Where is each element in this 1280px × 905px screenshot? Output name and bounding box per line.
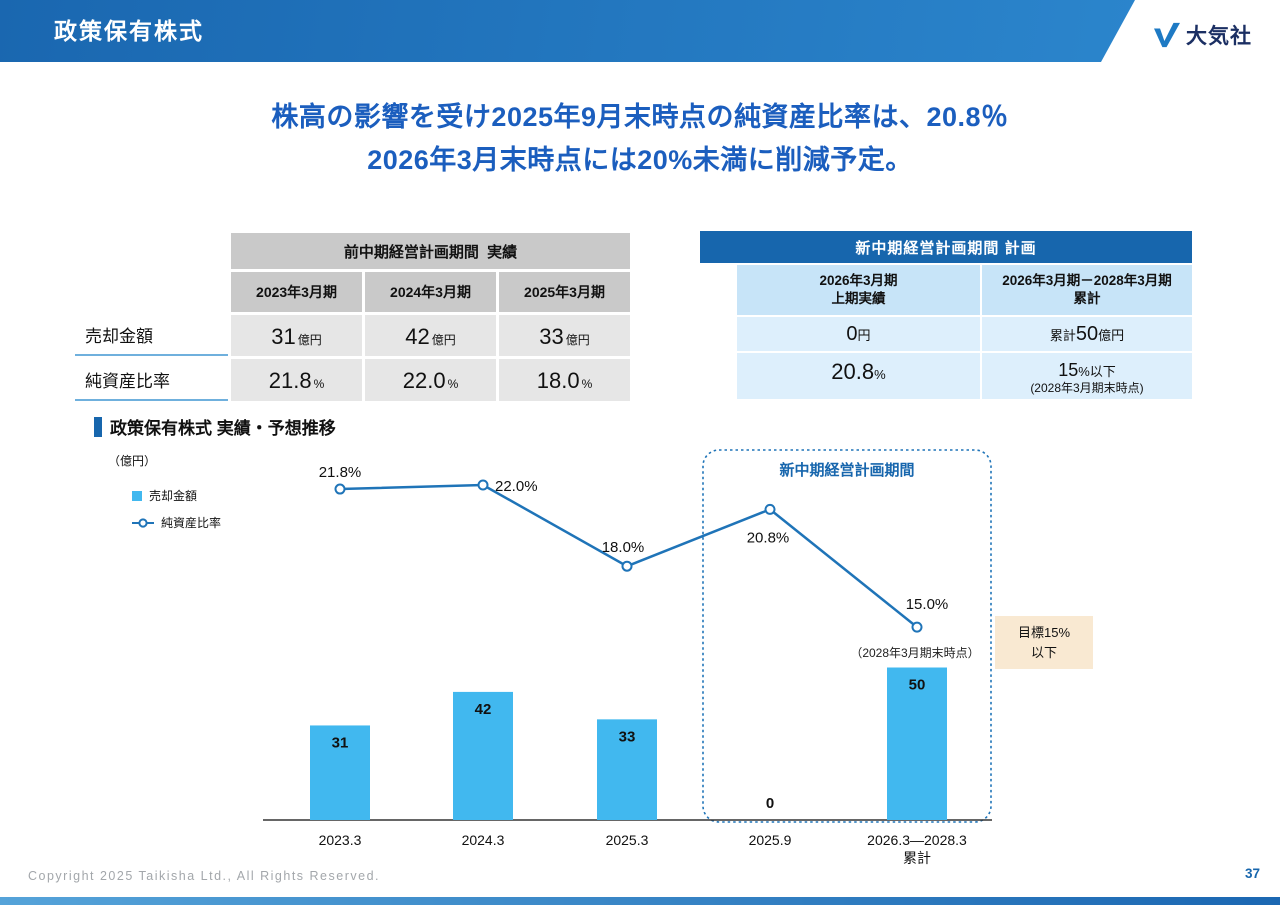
bar-series-icon: [132, 490, 142, 501]
past-results-table: 前中期経営計画期間 実績 2023年3月期 2024年3月期 2025年3月期 …: [75, 233, 630, 401]
bar-label-2: 33: [619, 728, 636, 745]
x-tick-4: 2026.3―2028.3 累計: [867, 832, 967, 866]
ratio-point-3: [764, 503, 776, 515]
x-tick-0: 2023.3: [319, 832, 362, 848]
plan-col-h1: 2026年3月期 上期実績: [737, 265, 980, 315]
ratio-2025-cell: 18.0%: [499, 359, 630, 401]
bar-1: [453, 691, 513, 820]
headline-line2: 2026年3月末時点には20%未満に削減予定。: [367, 145, 913, 176]
plan-sales-total-unit: 億円: [1098, 328, 1125, 343]
ratio-label-4: 15.0%: [906, 596, 949, 613]
ratio-2025-unit: %: [581, 377, 593, 391]
bottom-accent-bar: [0, 897, 1280, 905]
bar-0: [310, 725, 370, 820]
legend-item-ratio: 純資産比率: [132, 514, 221, 531]
chart-unit-label: （億円）: [108, 454, 157, 468]
plan-ratio-target-cell: 15 %以下 (2028年3月期末時点): [982, 353, 1192, 399]
bar50-note: （2028年3月期末時点）: [850, 646, 979, 660]
ratio-2024-value: 22.0: [402, 368, 446, 393]
ratio-point-2: [621, 560, 633, 572]
header-bar: 政策保有株式: [0, 0, 1135, 62]
ratio-2023-unit: %: [313, 377, 325, 391]
page-title: 政策保有株式: [54, 18, 204, 44]
sales-2024-cell: 42 億円: [365, 315, 496, 356]
legend-ratio-label: 純資産比率: [161, 516, 222, 530]
ratio-2024-unit: %: [447, 377, 459, 391]
sales-2023-value: 31: [271, 324, 296, 349]
headline: 株高の影響を受け2025年9月末時点の純資産比率は、20.8％ 2026年3月末…: [0, 96, 1280, 182]
plan-sales-h1-unit: 円: [857, 328, 871, 343]
bar-4: [887, 667, 947, 820]
legend-sales-label: 売却金額: [149, 489, 198, 503]
plan-period-box: [702, 449, 992, 823]
goal-callout: 目標15% 以下: [995, 616, 1093, 669]
past-table-col-2024: 2024年3月期: [365, 272, 496, 312]
bar-label-0: 31: [332, 734, 349, 751]
bar-label-1: 42: [475, 701, 492, 718]
page-number: 37: [1244, 866, 1260, 881]
plan-ratio-h1-cell: 20.8%: [737, 353, 980, 399]
past-table-col-2025: 2025年3月期: [499, 272, 630, 312]
sales-2025-cell: 33 億円: [499, 315, 630, 356]
plan-table-title: 新中期経営計画期間 計画: [700, 231, 1192, 263]
chart-title-text: 政策保有株式 実績・予想推移: [110, 419, 336, 438]
bar-label-4: 50: [909, 677, 926, 694]
plan-sales-total-prefix: 累計: [1049, 328, 1076, 343]
ratio-point-4: [911, 621, 923, 633]
plan-ratio-h1-unit: %: [874, 367, 886, 382]
ratio-2023-value: 21.8: [268, 368, 312, 393]
x-tick-3: 2025.9: [749, 832, 792, 848]
plan-table: 新中期経営計画期間 計画 2026年3月期 上期実績 2026年3月期－2028…: [700, 231, 1192, 399]
plan-ratio-target-unit: %以下: [1078, 363, 1116, 379]
ratio-point-1: [477, 479, 489, 491]
sales-2025-unit: 億円: [565, 333, 590, 347]
legend-item-sales: 売却金額: [132, 487, 221, 504]
ratio-point-0: [334, 483, 346, 495]
past-table-title: 前中期経営計画期間 実績: [231, 233, 630, 269]
copyright-text: Copyright 2025 Taikisha Ltd., All Rights…: [28, 869, 381, 883]
past-table-col-2023: 2023年3月期: [231, 272, 362, 312]
sales-2024-unit: 億円: [431, 333, 456, 347]
plan-sales-total-value: 50: [1075, 323, 1099, 345]
plan-sales-total-cell: 累計 50 億円: [982, 317, 1192, 351]
logo-checkmark-icon: [1154, 22, 1180, 48]
plan-col-h2: 2026年3月期－2028年3月期 累計: [982, 265, 1192, 315]
plan-sales-h1-value: 0: [846, 323, 858, 345]
chart-canvas: 新中期経営計画期間 31 42 33 0 50 （2028年3月期末時点） 21.8% 22.0…: [263, 449, 992, 866]
line-series-icon: [132, 517, 154, 528]
company-logo: 大気社: [1153, 20, 1252, 50]
headline-line1: 株高の影響を受け2025年9月末時点の純資産比率は、20.8％: [271, 102, 1009, 132]
x-tick-2: 2025.3: [606, 832, 649, 848]
x-tick-1: 2024.3: [462, 832, 505, 848]
ratio-2023-cell: 21.8%: [231, 359, 362, 401]
ratio-label-1: 22.0%: [495, 478, 538, 495]
plan-ratio-h1-value: 20.8: [831, 359, 875, 384]
row-label-sales: 売却金額: [75, 315, 228, 356]
ratio-label-0: 21.8%: [319, 464, 362, 481]
plan-period-label: 新中期経営計画期間: [779, 461, 914, 479]
sales-2023-unit: 億円: [297, 333, 322, 347]
ratio-2025-value: 18.0: [536, 368, 580, 393]
bar-2: [597, 719, 657, 820]
row-label-ratio: 純資産比率: [75, 359, 228, 401]
bar-label-3: 0: [766, 795, 774, 812]
chart-section-title: 政策保有株式 実績・予想推移: [94, 414, 336, 439]
ratio-2024-cell: 22.0%: [365, 359, 496, 401]
chart-legend: 売却金額 純資産比率: [132, 487, 221, 531]
ratio-label-2: 18.0%: [602, 539, 645, 556]
ratio-label-3: 20.8%: [747, 529, 790, 546]
plan-ratio-target-value: 15: [1058, 359, 1079, 380]
sales-2024-value: 42: [405, 324, 430, 349]
plan-ratio-target-note: (2028年3月期末時点): [1030, 380, 1144, 395]
sales-2025-value: 33: [539, 324, 564, 349]
sales-2023-cell: 31 億円: [231, 315, 362, 356]
logo-text: 大気社: [1186, 25, 1252, 48]
section-marker-icon: [94, 416, 102, 437]
